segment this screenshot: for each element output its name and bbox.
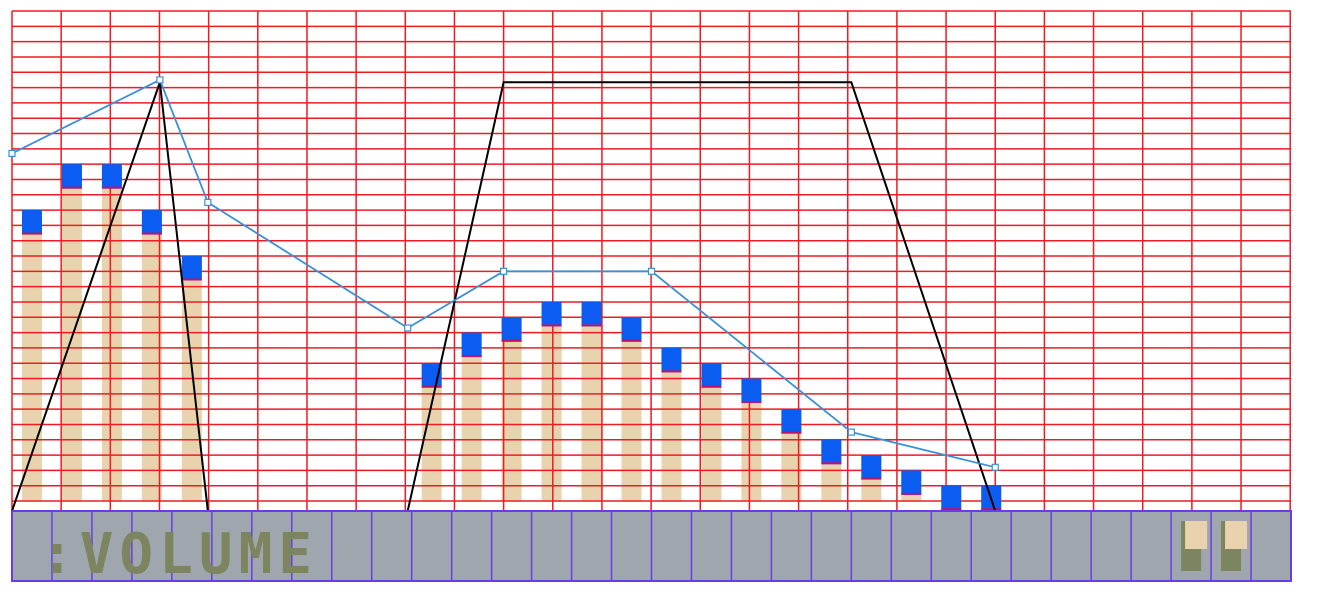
volume-line-node[interactable]	[404, 324, 412, 332]
step-value-cap-edge	[181, 278, 202, 281]
step-value-caps[interactable]	[21, 164, 1002, 511]
step-bar[interactable]	[461, 332, 482, 501]
indicator-glyph-light	[1225, 521, 1248, 549]
step-value-cap[interactable]	[501, 317, 522, 342]
step-value-cap[interactable]	[621, 317, 642, 342]
step-value-cap-edge	[501, 339, 522, 342]
step-value-cap-edge	[901, 492, 922, 495]
volume-line-node[interactable]	[204, 198, 212, 207]
step-value-cap[interactable]	[461, 332, 482, 358]
step-value-cap[interactable]	[741, 378, 762, 404]
step-value-cap[interactable]	[21, 210, 42, 235]
volume-line-node[interactable]	[156, 76, 164, 84]
step-value-cap[interactable]	[821, 439, 842, 465]
step-value-cap[interactable]	[141, 210, 162, 235]
step-value-cap-edge	[861, 477, 882, 480]
step-value-cap-edge	[581, 324, 602, 327]
step-value-cap-edge	[141, 232, 162, 235]
step-value-cap-edge	[21, 232, 42, 235]
mode-label: :VOLUME	[40, 522, 318, 587]
volume-line-node[interactable]	[8, 149, 16, 158]
volume-line-node[interactable]	[991, 463, 999, 471]
step-bar[interactable]	[701, 363, 722, 501]
step-value-cap[interactable]	[701, 363, 722, 388]
volume-line-node[interactable]	[647, 267, 656, 275]
value-grid	[11, 10, 1291, 511]
mode-strip[interactable]	[11, 510, 1292, 582]
step-value-cap-edge	[781, 431, 802, 434]
step-value-cap[interactable]	[941, 485, 962, 511]
step-bar[interactable]	[421, 363, 442, 501]
step-value-cap[interactable]	[661, 347, 682, 373]
step-value-cap[interactable]	[901, 470, 922, 495]
step-bar[interactable]	[541, 301, 562, 501]
volume-line[interactable]	[8, 76, 999, 471]
step-value-cap[interactable]	[581, 301, 602, 327]
step-value-cap[interactable]	[101, 164, 122, 189]
step-bar[interactable]	[21, 210, 42, 501]
step-value-cap-edge	[701, 385, 722, 388]
step-value-cap-edge	[101, 186, 122, 189]
step-value-cap-edge	[821, 462, 842, 465]
step-bar[interactable]	[581, 301, 602, 501]
step-value-cap-edge	[741, 401, 762, 403]
step-value-cap-edge	[541, 324, 562, 327]
step-value-cap[interactable]	[61, 164, 82, 189]
step-value-cap[interactable]	[781, 409, 802, 434]
step-value-cap-edge	[61, 186, 82, 189]
step-bar[interactable]	[141, 210, 162, 501]
step-value-cap-edge	[661, 370, 682, 373]
volume-line-path[interactable]	[11, 78, 996, 469]
step-value-cap-edge	[421, 385, 442, 388]
volume-line-node[interactable]	[500, 267, 508, 275]
volume-line-node[interactable]	[847, 428, 855, 436]
step-value-cap-edge	[461, 355, 482, 358]
indicator-glyph-light	[1185, 521, 1208, 549]
step-value-cap[interactable]	[541, 301, 562, 327]
step-value-cap[interactable]	[861, 455, 882, 480]
step-value-cap-edge	[981, 508, 1002, 511]
step-value-cap[interactable]	[181, 256, 202, 281]
step-value-cap-edge	[941, 508, 962, 511]
step-value-cap-edge	[621, 339, 642, 342]
